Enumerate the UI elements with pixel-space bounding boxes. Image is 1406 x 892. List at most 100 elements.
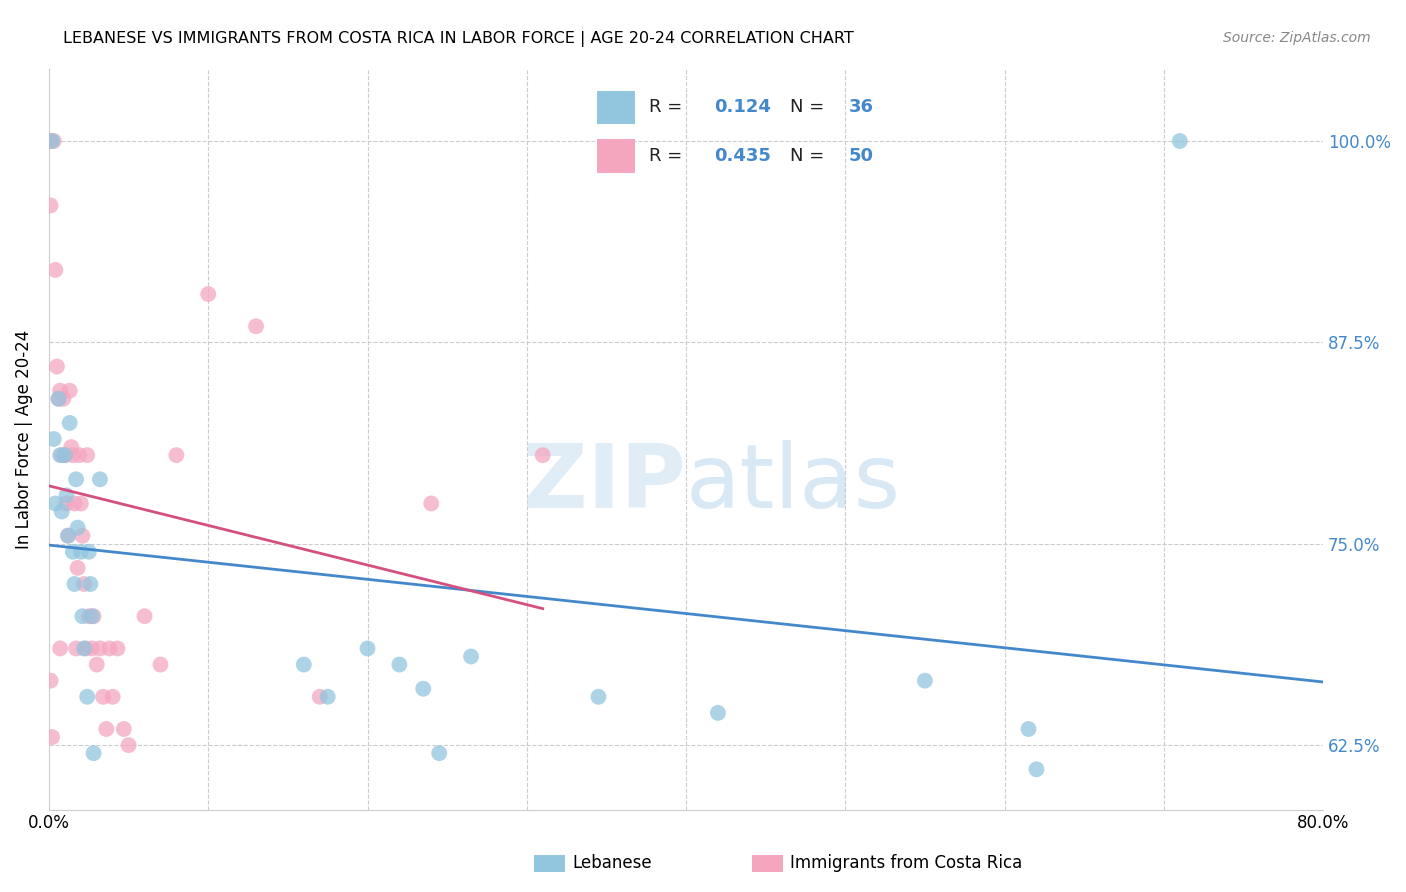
Point — [73, 641, 96, 656]
Point — [197, 287, 219, 301]
Point — [60, 440, 83, 454]
Point — [89, 641, 111, 656]
Point — [245, 319, 267, 334]
Point — [63, 496, 86, 510]
Point — [65, 641, 87, 656]
Point — [51, 504, 73, 518]
Point — [86, 657, 108, 672]
Point — [107, 641, 129, 656]
Text: N =: N = — [790, 98, 830, 117]
Text: N =: N = — [790, 146, 830, 165]
Text: Immigrants from Costa Rica: Immigrants from Costa Rica — [790, 855, 1022, 872]
Text: LEBANESE VS IMMIGRANTS FROM COSTA RICA IN LABOR FORCE | AGE 20-24 CORRELATION CH: LEBANESE VS IMMIGRANTS FROM COSTA RICA I… — [63, 31, 853, 47]
Text: 36: 36 — [849, 98, 873, 117]
Point — [56, 529, 79, 543]
Point — [707, 706, 730, 720]
Point — [112, 722, 135, 736]
Point — [39, 198, 62, 212]
Point — [1017, 722, 1039, 736]
Point — [45, 359, 67, 374]
Point — [80, 609, 103, 624]
Point — [67, 448, 90, 462]
Point — [427, 746, 450, 760]
Text: R =: R = — [650, 146, 688, 165]
Point — [49, 384, 72, 398]
Point — [59, 416, 82, 430]
Point — [117, 738, 139, 752]
Point — [44, 496, 66, 510]
Point — [41, 134, 63, 148]
Point — [62, 448, 84, 462]
Point — [83, 746, 105, 760]
Point — [69, 545, 91, 559]
Point — [49, 641, 72, 656]
Text: 0.124: 0.124 — [714, 98, 772, 117]
Point — [77, 609, 100, 624]
Text: ZIP: ZIP — [523, 440, 686, 527]
Text: 0.435: 0.435 — [714, 146, 772, 165]
Point — [292, 657, 315, 672]
Point — [149, 657, 172, 672]
Point — [412, 681, 434, 696]
Point — [55, 488, 77, 502]
Point — [55, 496, 77, 510]
Point — [420, 496, 443, 510]
Point — [41, 730, 63, 744]
Point — [460, 649, 482, 664]
Point — [96, 722, 118, 736]
Point — [89, 472, 111, 486]
Point — [62, 545, 84, 559]
Point — [72, 529, 94, 543]
Y-axis label: In Labor Force | Age 20-24: In Labor Force | Age 20-24 — [15, 329, 32, 549]
Point — [1025, 762, 1047, 776]
Point — [69, 496, 91, 510]
Text: 50: 50 — [849, 146, 873, 165]
Point — [65, 472, 87, 486]
Point — [83, 609, 105, 624]
Point — [75, 641, 97, 656]
Point — [72, 609, 94, 624]
Point — [77, 545, 100, 559]
Point — [56, 529, 79, 543]
Point — [76, 448, 98, 462]
Point — [76, 690, 98, 704]
Point — [66, 561, 89, 575]
Text: Source: ZipAtlas.com: Source: ZipAtlas.com — [1223, 31, 1371, 45]
Point — [59, 384, 82, 398]
Point — [588, 690, 610, 704]
Point — [38, 134, 60, 148]
Point — [134, 609, 156, 624]
Point — [39, 134, 62, 148]
Point — [44, 263, 66, 277]
Point — [914, 673, 936, 688]
Text: Lebanese: Lebanese — [572, 855, 652, 872]
Point — [356, 641, 378, 656]
Point — [49, 448, 72, 462]
Bar — [598, 91, 636, 124]
Bar — [598, 139, 636, 173]
Point — [51, 448, 73, 462]
Point — [48, 392, 70, 406]
Point — [73, 577, 96, 591]
Point — [39, 673, 62, 688]
Point — [42, 134, 65, 148]
Point — [39, 134, 62, 148]
Point — [165, 448, 187, 462]
Text: R =: R = — [650, 98, 688, 117]
Point — [308, 690, 330, 704]
Point — [91, 690, 114, 704]
Point — [98, 641, 121, 656]
Point — [531, 448, 554, 462]
Point — [53, 448, 76, 462]
Point — [80, 641, 103, 656]
Point — [79, 577, 101, 591]
Point — [388, 657, 411, 672]
Point — [38, 134, 60, 148]
Text: atlas: atlas — [686, 440, 901, 527]
Point — [48, 392, 70, 406]
Point — [66, 521, 89, 535]
Point — [316, 690, 339, 704]
Point — [63, 577, 86, 591]
Point — [42, 432, 65, 446]
Point — [101, 690, 124, 704]
